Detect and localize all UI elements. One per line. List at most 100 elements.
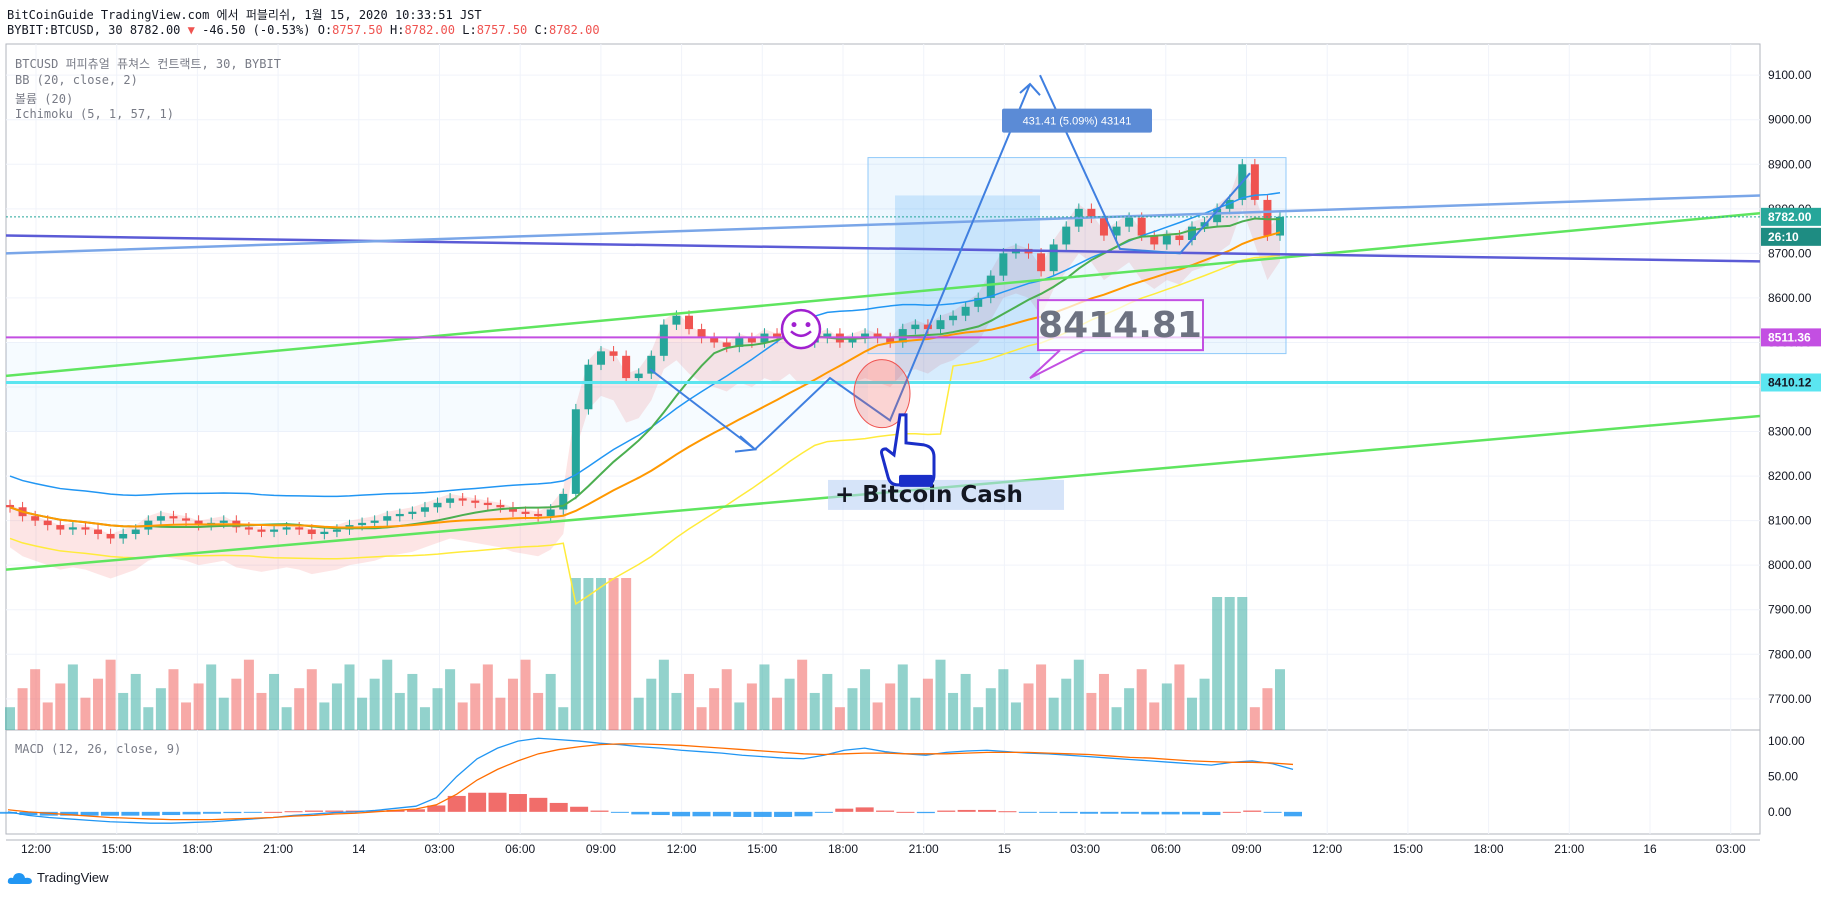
candle-body[interactable] — [1263, 199, 1272, 236]
candle-body[interactable] — [182, 518, 191, 521]
candle-body[interactable] — [1250, 164, 1259, 200]
candle-body[interactable] — [584, 364, 593, 410]
arrow-head-left[interactable] — [734, 435, 758, 453]
candle-body[interactable] — [420, 507, 429, 512]
candle-body[interactable] — [244, 527, 253, 530]
candle-body[interactable] — [1150, 235, 1159, 245]
candle-body[interactable] — [546, 509, 555, 517]
candle-body[interactable] — [383, 516, 392, 521]
candle-body[interactable] — [282, 527, 291, 530]
candle-body[interactable] — [446, 498, 455, 503]
trendline-lightblue[interactable] — [5, 194, 1761, 255]
price-callout-box[interactable] — [1037, 299, 1204, 352]
candle-body[interactable] — [773, 333, 782, 338]
candle-body[interactable] — [1049, 244, 1058, 272]
candle-body[interactable] — [68, 527, 77, 530]
candle-body[interactable] — [358, 522, 367, 526]
candle-body[interactable] — [936, 320, 945, 330]
candle-body[interactable] — [1225, 199, 1234, 209]
candle-body[interactable] — [1062, 226, 1071, 245]
candle-body[interactable] — [295, 527, 304, 530]
candle-body[interactable] — [1037, 253, 1046, 272]
candle-body[interactable] — [471, 500, 480, 503]
candle-body[interactable] — [508, 507, 517, 512]
candle-body[interactable] — [483, 502, 492, 506]
candle-body[interactable] — [307, 529, 316, 534]
highlight-ellipse[interactable] — [853, 359, 911, 429]
projection-arrow-2[interactable] — [1039, 74, 1251, 255]
candle-body[interactable] — [634, 373, 643, 379]
candle-body[interactable] — [56, 525, 65, 530]
candle-body[interactable] — [1175, 235, 1184, 240]
candle-body[interactable] — [986, 275, 995, 298]
note-box[interactable] — [828, 479, 1064, 510]
candle-body[interactable] — [119, 534, 128, 539]
candle-body[interactable] — [747, 338, 756, 343]
candle-body[interactable] — [999, 253, 1008, 276]
candle-body[interactable] — [823, 333, 832, 338]
candle-body[interactable] — [270, 529, 279, 532]
candle-body[interactable] — [521, 511, 530, 514]
candle-body[interactable] — [685, 315, 694, 330]
candle-body[interactable] — [219, 520, 228, 523]
candle-body[interactable] — [496, 505, 505, 508]
candle-body[interactable] — [949, 315, 958, 321]
candle-body[interactable] — [433, 502, 442, 508]
legend-ichimoku[interactable]: Ichimoku (5, 1, 57, 1) — [15, 107, 174, 121]
macd-pane[interactable] — [5, 729, 1761, 835]
candle-body[interactable] — [332, 529, 341, 532]
projection-arrow[interactable] — [649, 83, 1031, 451]
arrow-head[interactable] — [1019, 82, 1041, 96]
candle-body[interactable] — [1137, 217, 1146, 236]
candle-body[interactable] — [1276, 216, 1284, 236]
candle-body[interactable] — [873, 333, 882, 338]
smiley-icon[interactable] — [780, 308, 822, 350]
candle-body[interactable] — [697, 329, 706, 338]
candle-body[interactable] — [1187, 226, 1196, 240]
legend-macd[interactable]: MACD (12, 26, close, 9) — [15, 742, 182, 756]
measure-label-box[interactable] — [1002, 108, 1152, 133]
candle-body[interactable] — [31, 516, 40, 521]
trendline-blue[interactable] — [5, 234, 1761, 263]
candle-body[interactable] — [6, 505, 14, 508]
candle-body[interactable] — [169, 516, 178, 519]
candle-body[interactable] — [1112, 226, 1121, 236]
candle-body[interactable] — [722, 342, 731, 347]
candle-body[interactable] — [647, 355, 656, 374]
candle-body[interactable] — [672, 315, 681, 325]
legend-volume[interactable]: 볼륨 (20) — [15, 92, 74, 106]
candle-body[interactable] — [1099, 217, 1108, 236]
candle-body[interactable] — [1087, 208, 1096, 218]
candle-body[interactable] — [559, 493, 568, 510]
candle-body[interactable] — [43, 520, 52, 526]
trendline-green-upper[interactable] — [5, 212, 1761, 378]
candle-body[interactable] — [94, 529, 103, 534]
candle-body[interactable] — [848, 338, 857, 343]
candle-body[interactable] — [534, 513, 543, 517]
candle-body[interactable] — [1162, 235, 1171, 245]
candle-body[interactable] — [886, 338, 895, 343]
candle-body[interactable] — [861, 333, 870, 338]
candle-body[interactable] — [156, 516, 165, 521]
candle-body[interactable] — [659, 324, 668, 356]
candle-body[interactable] — [974, 297, 983, 307]
candle-body[interactable] — [571, 409, 580, 494]
candle-body[interactable] — [257, 529, 266, 532]
candle-body[interactable] — [1125, 217, 1134, 227]
legend-symbol[interactable]: BTCUSD 퍼피츄얼 퓨쳐스 컨트랙트, 30, BYBIT — [15, 57, 281, 71]
legend-bb[interactable]: BB (20, close, 2) — [15, 73, 138, 87]
candle-body[interactable] — [458, 498, 467, 501]
candle-body[interactable] — [320, 531, 329, 534]
candle-body[interactable] — [106, 534, 115, 539]
candle-body[interactable] — [194, 520, 203, 526]
candle-body[interactable] — [911, 324, 920, 330]
candle-body[interactable] — [81, 527, 90, 530]
candle-body[interactable] — [408, 511, 417, 514]
candle-body[interactable] — [710, 338, 719, 343]
candle-body[interactable] — [131, 529, 140, 534]
candle-body[interactable] — [961, 306, 970, 316]
candle-body[interactable] — [596, 351, 605, 365]
candle-body[interactable] — [622, 355, 631, 379]
candle-body[interactable] — [609, 351, 618, 356]
